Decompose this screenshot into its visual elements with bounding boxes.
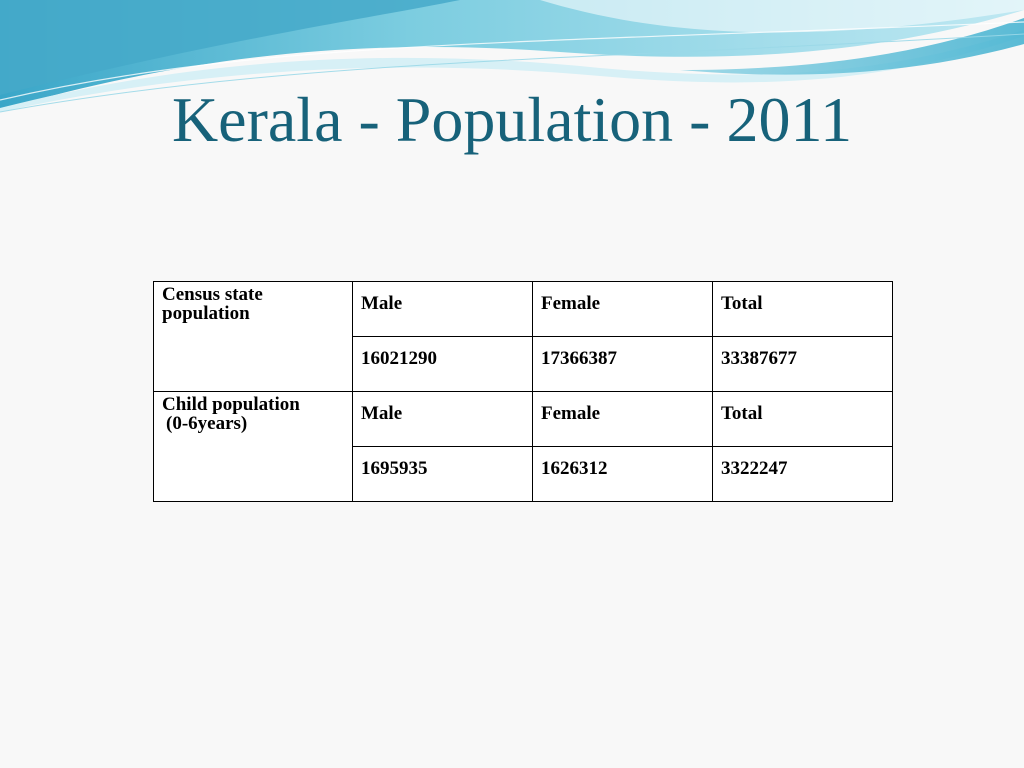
value-cell-female: 17366387 [532,336,713,392]
header-cell-male: Male [352,391,533,447]
table-row: Census state population Male Female Tota… [153,281,893,392]
table-row: 1695935 1626312 3322247 [154,446,893,502]
header-cell-female: Female [532,391,713,447]
header-cell-male: Male [352,281,533,337]
row-label-line: population [162,303,250,324]
table-row: 16021290 17366387 33387677 [154,336,893,392]
row-label-child-population: Child population (0-6years) [153,391,353,502]
slide-title: Kerala - Population - 2011 [171,84,853,155]
population-table: Census state population Male Female Tota… [153,281,893,502]
value-cell-total: 3322247 [712,446,893,502]
value-cell-male: 1695935 [352,446,533,502]
table-row: Child population (0-6years) Male Female … [153,391,893,502]
row-label-census-state: Census state population [153,281,353,392]
value-cell-total: 33387677 [712,336,893,392]
decorative-wave-banner [0,0,1024,113]
value-cell-male: 16021290 [352,336,533,392]
value-cell-female: 1626312 [532,446,713,502]
header-cell-total: Total [712,281,893,337]
row-label-line: Census state [162,284,263,305]
header-cell-female: Female [532,281,713,337]
row-label-line: Child population [162,394,300,415]
header-cell-total: Total [712,391,893,447]
row-label-line: (0-6years) [166,413,248,434]
